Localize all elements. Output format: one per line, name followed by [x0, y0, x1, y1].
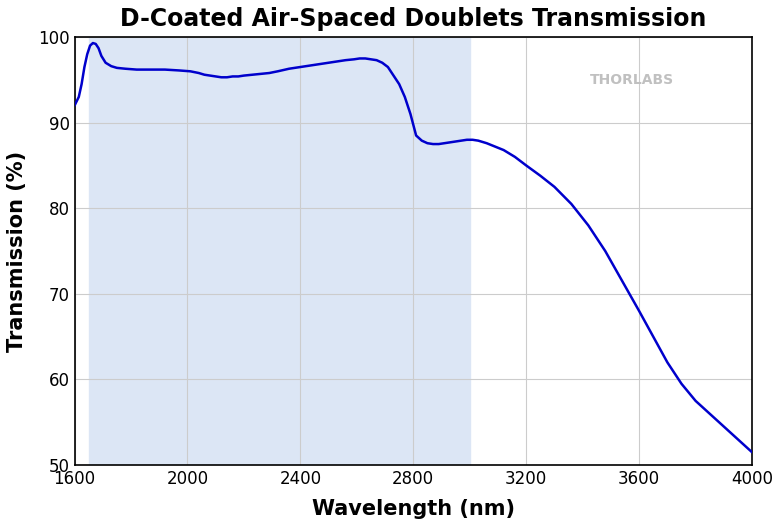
Bar — [89, 37, 470, 465]
Title: D-Coated Air-Spaced Doublets Transmission: D-Coated Air-Spaced Doublets Transmissio… — [120, 7, 707, 31]
Y-axis label: Transmission (%): Transmission (%) — [7, 150, 27, 352]
X-axis label: Wavelength (nm): Wavelength (nm) — [312, 499, 515, 519]
Text: THORLABS: THORLABS — [590, 73, 674, 87]
